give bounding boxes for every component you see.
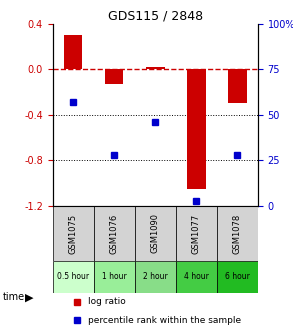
FancyBboxPatch shape: [135, 206, 176, 261]
Text: ▶: ▶: [25, 292, 33, 302]
Text: 4 hour: 4 hour: [184, 272, 209, 281]
Bar: [228, 69, 246, 103]
Bar: [146, 67, 165, 69]
Text: 2 hour: 2 hour: [143, 272, 168, 281]
Text: 6 hour: 6 hour: [225, 272, 250, 281]
FancyBboxPatch shape: [94, 261, 135, 293]
FancyBboxPatch shape: [217, 261, 258, 293]
Bar: [64, 35, 83, 69]
FancyBboxPatch shape: [94, 206, 135, 261]
Bar: [105, 69, 124, 84]
FancyBboxPatch shape: [135, 261, 176, 293]
Text: log ratio: log ratio: [88, 297, 125, 306]
FancyBboxPatch shape: [176, 206, 217, 261]
FancyBboxPatch shape: [176, 261, 217, 293]
Text: 0.5 hour: 0.5 hour: [57, 272, 89, 281]
FancyBboxPatch shape: [53, 261, 94, 293]
Title: GDS115 / 2848: GDS115 / 2848: [108, 9, 203, 23]
Text: GSM1076: GSM1076: [110, 213, 119, 254]
Text: time: time: [3, 292, 25, 302]
FancyBboxPatch shape: [217, 206, 258, 261]
FancyBboxPatch shape: [53, 206, 94, 261]
Text: GSM1078: GSM1078: [233, 213, 242, 254]
Text: GSM1075: GSM1075: [69, 213, 78, 253]
Text: percentile rank within the sample: percentile rank within the sample: [88, 316, 241, 325]
Bar: [187, 69, 205, 189]
Text: GSM1090: GSM1090: [151, 213, 160, 253]
Text: 1 hour: 1 hour: [102, 272, 127, 281]
Text: GSM1077: GSM1077: [192, 213, 201, 254]
